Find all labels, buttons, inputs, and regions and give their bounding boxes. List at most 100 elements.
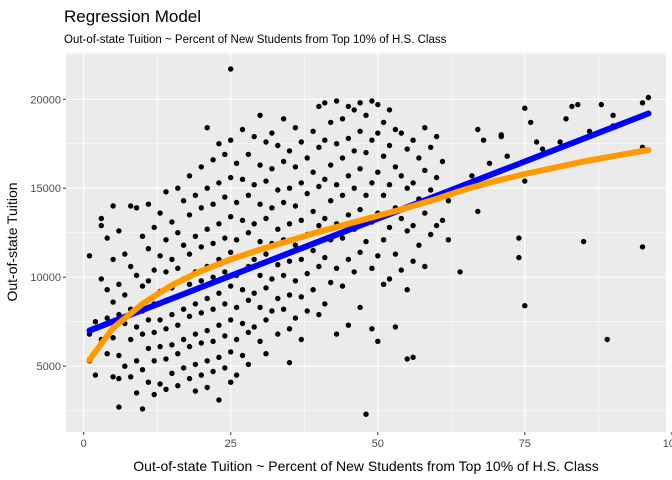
- data-point: [122, 363, 128, 369]
- x-axis-ticks: 0 25 50 75 100: [81, 432, 672, 450]
- data-point: [151, 391, 157, 398]
- data-point: [139, 283, 146, 289]
- data-point: [251, 221, 257, 227]
- data-point: [369, 180, 375, 186]
- data-point: [86, 253, 93, 259]
- data-point: [345, 256, 352, 263]
- data-point: [516, 254, 522, 261]
- data-point: [345, 103, 352, 110]
- data-point: [433, 174, 440, 181]
- data-point: [245, 151, 252, 158]
- y-tick-label: 10000: [30, 272, 61, 284]
- data-point: [122, 292, 128, 298]
- chart-subtitle: Out-of-state Tuition ~ Percent of New St…: [64, 34, 447, 46]
- data-point: [269, 130, 275, 136]
- data-point: [304, 155, 310, 161]
- data-point: [228, 349, 234, 355]
- data-point: [398, 173, 404, 179]
- data-point: [139, 367, 146, 373]
- data-point: [369, 137, 375, 143]
- data-point: [380, 192, 387, 198]
- data-point: [439, 158, 446, 165]
- data-point: [339, 235, 346, 241]
- data-point: [257, 304, 263, 311]
- data-point: [204, 327, 210, 334]
- data-point: [145, 317, 152, 323]
- data-point: [598, 101, 604, 108]
- data-point: [245, 329, 252, 336]
- data-point: [222, 333, 228, 339]
- data-point: [422, 167, 428, 174]
- data-point: [257, 272, 263, 279]
- data-point: [204, 125, 210, 131]
- data-point: [216, 221, 222, 227]
- data-point: [316, 263, 322, 270]
- data-point: [280, 272, 287, 279]
- data-point: [422, 263, 428, 270]
- data-point: [357, 304, 363, 311]
- data-point: [310, 247, 316, 254]
- data-point: [275, 262, 281, 268]
- data-point: [222, 194, 228, 200]
- data-point: [516, 235, 522, 241]
- data-point: [298, 217, 304, 223]
- data-point: [363, 112, 369, 119]
- data-point: [392, 324, 399, 330]
- data-point: [257, 112, 263, 119]
- data-point: [128, 263, 134, 270]
- data-point: [539, 146, 546, 152]
- data-point: [198, 244, 204, 250]
- data-point: [186, 313, 193, 319]
- data-point: [169, 256, 175, 263]
- data-point: [263, 351, 269, 357]
- data-point: [392, 164, 399, 170]
- data-point: [204, 384, 210, 391]
- data-point: [169, 219, 175, 225]
- data-point: [157, 253, 163, 259]
- data-point: [239, 126, 246, 133]
- data-point: [216, 354, 222, 360]
- data-point: [210, 306, 216, 312]
- data-point: [98, 276, 105, 282]
- data-point: [316, 311, 322, 318]
- data-point: [292, 315, 299, 321]
- data-point: [316, 103, 322, 110]
- data-point: [216, 141, 222, 147]
- data-point: [163, 189, 169, 195]
- data-point: [133, 205, 140, 211]
- data-point: [192, 192, 199, 198]
- data-point: [280, 158, 287, 165]
- data-point: [98, 215, 105, 222]
- data-point: [275, 187, 281, 193]
- major-gridlines: [66, 53, 666, 432]
- data-point: [275, 226, 281, 232]
- data-point: [333, 98, 340, 104]
- data-point: [433, 133, 440, 140]
- data-point: [416, 242, 422, 248]
- data-point: [428, 187, 434, 193]
- data-point: [351, 148, 357, 154]
- data-point: [275, 331, 281, 337]
- data-point: [163, 326, 169, 332]
- data-point: [298, 336, 304, 343]
- data-point: [286, 148, 293, 154]
- data-point: [210, 338, 216, 344]
- data-point: [186, 375, 193, 382]
- data-point: [357, 128, 363, 134]
- data-point: [351, 269, 357, 275]
- data-point: [204, 295, 210, 302]
- data-point: [386, 182, 393, 188]
- data-point: [204, 358, 210, 364]
- data-point: [233, 304, 240, 311]
- data-point: [404, 185, 410, 191]
- data-point: [286, 326, 293, 332]
- data-point: [380, 153, 387, 159]
- data-point: [198, 278, 204, 284]
- data-point: [151, 358, 157, 364]
- data-point: [363, 238, 369, 245]
- data-point: [422, 210, 428, 216]
- data-point: [180, 365, 187, 371]
- data-point: [269, 276, 275, 282]
- data-point: [422, 125, 428, 131]
- data-point: [522, 105, 528, 111]
